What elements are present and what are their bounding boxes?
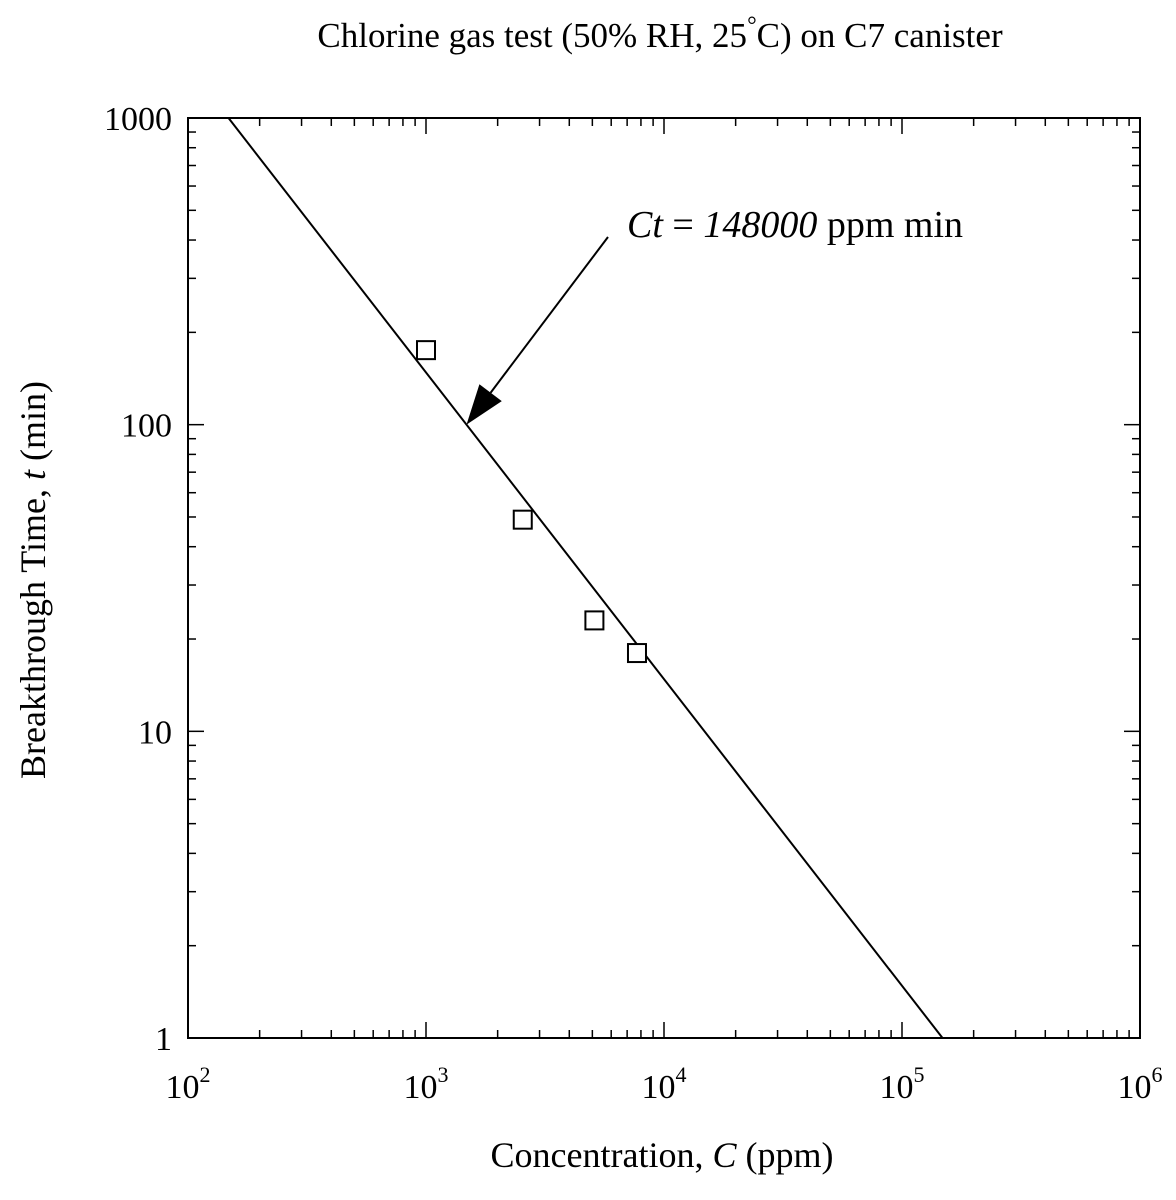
- chart-title-suffix: C) on C7 canister: [757, 16, 1003, 55]
- annotation-label-eq: =: [663, 204, 703, 246]
- x-tick-label-exponent: 5: [914, 1062, 925, 1087]
- x-tick-label-base: 10: [166, 1069, 200, 1106]
- x-tick-label-exponent: 6: [1152, 1062, 1163, 1087]
- chart-title-degree: °: [747, 13, 757, 39]
- annotation-arrow-head: [466, 384, 502, 425]
- chart-title-prefix: Chlorine gas test (50% RH, 25: [317, 16, 747, 55]
- x-axis-label: Concentration, C (ppm): [491, 1135, 834, 1175]
- y-tick-label: 100: [121, 408, 172, 445]
- x-tick-label-base: 10: [404, 1069, 438, 1106]
- annotation-label-unit: ppm min: [817, 204, 963, 246]
- data-point: [584, 610, 605, 631]
- plot-frame: [187, 117, 1141, 1039]
- x-tick-label: 102: [166, 1062, 211, 1106]
- x-tick-label-base: 10: [880, 1069, 914, 1106]
- fit-layer: [227, 117, 944, 1039]
- x-tick-label-exponent: 4: [676, 1062, 687, 1087]
- annotation-layer: Ct = 148000 ppm min: [466, 204, 963, 425]
- data-point: [512, 509, 533, 530]
- points-layer: [416, 340, 647, 664]
- y-axis-label: Breakthrough Time, t (min): [13, 381, 53, 779]
- x-tick-label-base: 10: [642, 1069, 676, 1106]
- x-tick-label-base: 10: [1118, 1069, 1152, 1106]
- annotation-label: Ct = 148000 ppm min: [627, 204, 963, 246]
- x-axis-label-prefix: Concentration,: [491, 1135, 713, 1175]
- x-tick-label: 104: [642, 1062, 687, 1106]
- y-tick-label: 1000: [104, 101, 172, 138]
- fit-line: [227, 117, 944, 1039]
- y-axis-label-suffix: (min): [13, 381, 53, 470]
- y-tick-label: 10: [138, 714, 172, 751]
- ticks-layer: [187, 118, 1140, 1039]
- y-axis-label-var: t: [13, 469, 53, 480]
- y-axis-label-prefix: Breakthrough Time,: [13, 480, 53, 779]
- annotation-label-value: 148000: [703, 204, 817, 246]
- x-tick-label: 103: [404, 1062, 449, 1106]
- data-point: [416, 340, 436, 361]
- x-tick-label-exponent: 3: [438, 1062, 449, 1087]
- y-tick-label: 1: [155, 1021, 172, 1058]
- chart-title: Chlorine gas test (50% RH, 25°C) on C7 c…: [317, 13, 1003, 55]
- annotation-label-var: Ct: [627, 204, 664, 246]
- data-point: [626, 643, 647, 664]
- x-axis-label-var: C: [712, 1135, 737, 1175]
- x-tick-label: 106: [1118, 1062, 1163, 1106]
- annotation-arrow-shaft: [489, 236, 609, 394]
- x-tick-label: 105: [880, 1062, 925, 1106]
- x-axis-label-suffix: (ppm): [736, 1135, 833, 1175]
- x-tick-label-exponent: 2: [200, 1062, 211, 1087]
